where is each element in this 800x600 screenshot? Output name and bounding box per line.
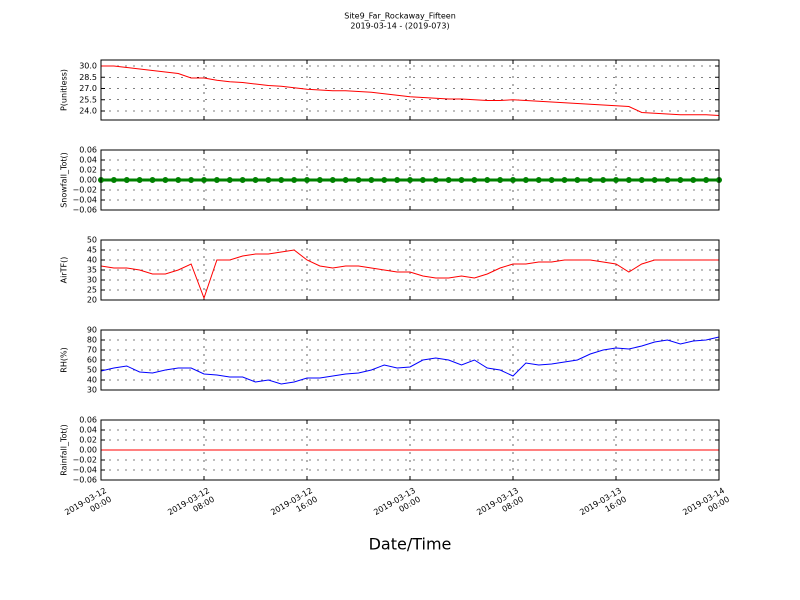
data-point (368, 177, 375, 183)
y-tick-label: 0.00 (79, 446, 97, 455)
y-tick-label: 60 (87, 356, 97, 365)
data-point (188, 177, 195, 183)
y-tick-label: 40 (87, 376, 97, 385)
data-line (101, 65, 720, 116)
y-tick-label: 0.06 (79, 146, 97, 155)
y-tick-label: 0.06 (79, 416, 97, 425)
y-tick-label: −0.04 (72, 196, 97, 205)
y-tick-label: 50 (87, 236, 97, 245)
y-tick-label: 0.02 (79, 166, 97, 175)
y-tick-label: 70 (87, 346, 97, 355)
y-axis-label: P(unitless) (60, 69, 69, 111)
data-point (252, 177, 259, 183)
data-point (458, 177, 465, 183)
y-tick-label: −0.06 (72, 476, 97, 485)
y-tick-label: 40 (87, 256, 97, 265)
x-axis-label: Date/Time (369, 535, 452, 554)
y-tick-label: 30 (87, 276, 97, 285)
y-tick-label: −0.02 (72, 456, 97, 465)
y-tick-label: 0.00 (79, 176, 97, 185)
data-point (535, 177, 542, 183)
plot-frame (100, 239, 720, 301)
data-point (291, 177, 298, 183)
data-point (355, 177, 362, 183)
data-line (100, 249, 719, 300)
plot-frame (100, 329, 720, 391)
data-point (265, 177, 272, 183)
data-point (278, 177, 285, 183)
data-point (445, 177, 452, 183)
data-point (149, 177, 156, 183)
data-point (677, 177, 684, 183)
data-point (484, 177, 491, 183)
plot-frame (100, 59, 720, 121)
data-point (548, 177, 555, 183)
data-point (329, 177, 336, 183)
data-point (664, 177, 671, 183)
y-tick-label: 24.0 (79, 107, 97, 116)
data-point (625, 177, 632, 183)
data-point (419, 177, 426, 183)
data-point (381, 177, 388, 183)
data-point (432, 177, 439, 183)
data-point (522, 177, 529, 183)
data-point (600, 177, 607, 183)
y-tick-label: −0.02 (72, 186, 97, 195)
y-tick-label: 0.04 (79, 156, 97, 165)
y-tick-label: 25.5 (79, 95, 97, 104)
data-point (239, 177, 246, 183)
data-point (561, 177, 568, 183)
chart-title: Site9_Far_Rockaway_Fifteen (344, 12, 456, 21)
data-point (316, 177, 323, 183)
y-tick-label: 45 (87, 246, 97, 255)
data-point (110, 177, 117, 183)
data-point (690, 177, 697, 183)
y-tick-label: 80 (87, 336, 97, 345)
data-point (471, 177, 478, 183)
data-point (651, 177, 658, 183)
data-line (100, 336, 720, 385)
y-tick-label: 28.5 (79, 73, 97, 82)
y-axis-label: Rainfall_Tot() (60, 424, 69, 476)
data-point (613, 177, 619, 183)
data-point (201, 177, 207, 183)
data-point (407, 177, 413, 183)
data-point (162, 177, 169, 183)
plot-frame (100, 149, 720, 211)
data-point (213, 177, 220, 183)
chart-subtitle: 2019-03-14 - (2019-073) (350, 22, 449, 31)
y-tick-label: 20 (87, 296, 97, 305)
y-tick-label: 30.0 (79, 62, 97, 71)
y-tick-label: 0.04 (79, 426, 97, 435)
y-tick-label: 0.02 (79, 436, 97, 445)
data-point (574, 177, 581, 183)
y-axis-label: RH(%) (60, 347, 69, 372)
y-tick-label: 50 (87, 366, 97, 375)
y-tick-label: 27.0 (79, 84, 97, 93)
y-tick-label: 35 (87, 266, 97, 275)
data-point (510, 177, 516, 183)
data-point (638, 177, 645, 183)
y-tick-label: −0.04 (72, 466, 97, 475)
y-tick-label: 90 (87, 326, 97, 335)
y-axis-label: AirTF() (60, 257, 69, 284)
data-point (123, 177, 130, 183)
y-tick-label: 25 (87, 286, 97, 295)
data-point (587, 177, 594, 183)
y-tick-label: 30 (87, 386, 97, 395)
data-point (703, 177, 710, 183)
data-point (175, 177, 182, 183)
data-point (497, 177, 504, 183)
data-point (394, 177, 401, 183)
y-tick-label: −0.06 (72, 206, 97, 215)
data-point (136, 177, 143, 183)
plot-frame (100, 419, 720, 481)
data-point (342, 177, 349, 183)
data-point (304, 177, 310, 183)
y-axis-label: Snowfall_Tot() (60, 152, 69, 208)
data-point (226, 177, 233, 183)
